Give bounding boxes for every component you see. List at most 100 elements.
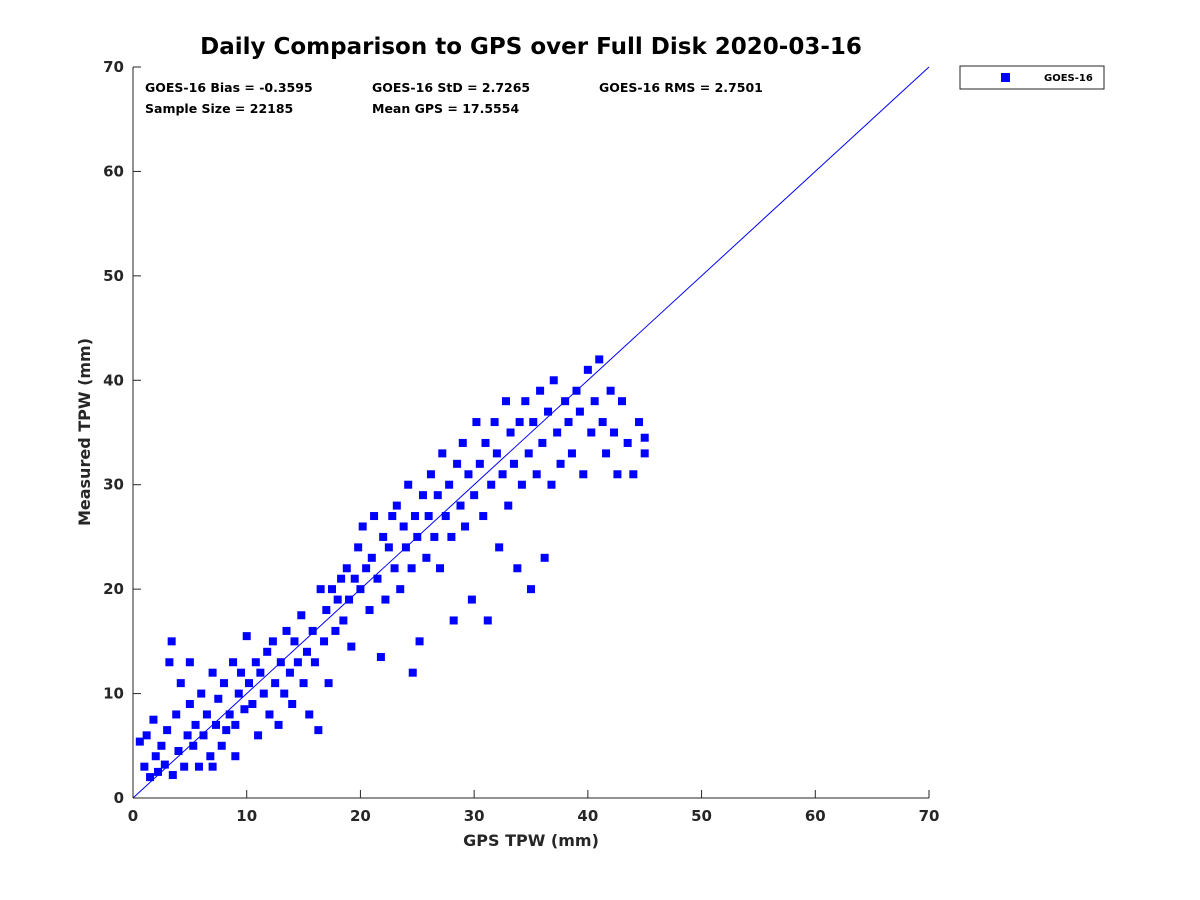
data-point <box>365 606 374 615</box>
y-tick-label: 70 <box>103 58 124 76</box>
data-point <box>331 626 340 635</box>
data-point <box>324 679 333 688</box>
data-point <box>595 355 604 364</box>
data-point <box>259 689 268 698</box>
data-point <box>347 642 356 651</box>
data-point <box>191 720 200 729</box>
data-point <box>163 726 172 735</box>
data-point <box>509 459 518 468</box>
data-point <box>424 512 433 521</box>
data-point <box>506 428 515 437</box>
data-point <box>590 397 599 406</box>
data-points <box>135 355 649 782</box>
data-point <box>342 564 351 573</box>
data-point <box>288 700 297 709</box>
x-axis-label: GPS TPW (mm) <box>463 831 599 850</box>
data-point <box>598 418 607 427</box>
y-tick-label: 0 <box>114 789 124 807</box>
data-point <box>623 438 632 447</box>
stat-mean-gps: Mean GPS = 17.5554 <box>372 101 519 116</box>
data-point <box>579 470 588 479</box>
data-point <box>208 762 217 771</box>
x-tick-label: 30 <box>464 807 485 825</box>
data-point <box>274 720 283 729</box>
data-point <box>160 760 169 769</box>
data-point <box>358 522 367 531</box>
data-point <box>172 710 181 719</box>
data-point <box>206 752 215 761</box>
data-point <box>479 512 488 521</box>
y-tick-label: 10 <box>103 685 124 703</box>
data-point <box>458 438 467 447</box>
data-point <box>564 418 573 427</box>
data-point <box>532 470 541 479</box>
data-point <box>157 741 166 750</box>
data-point <box>575 407 584 416</box>
data-point <box>501 397 510 406</box>
x-tick-label: 10 <box>236 807 257 825</box>
data-point <box>174 747 183 756</box>
data-point <box>168 771 177 780</box>
data-point <box>290 637 299 646</box>
data-point <box>540 553 549 562</box>
data-point <box>142 731 151 740</box>
legend-box <box>959 65 1105 90</box>
data-point <box>408 668 417 677</box>
data-point <box>149 715 158 724</box>
y-tick-label: 60 <box>103 162 124 180</box>
data-point <box>302 647 311 656</box>
data-point <box>613 470 622 479</box>
data-point <box>472 418 481 427</box>
data-point <box>464 470 473 479</box>
data-point <box>219 679 228 688</box>
data-point <box>237 668 246 677</box>
data-point <box>154 767 163 776</box>
legend: GOES-16 <box>959 65 1105 90</box>
data-point <box>362 564 371 573</box>
data-point <box>367 553 376 562</box>
stat-std: GOES-16 StD = 2.7265 <box>372 80 530 95</box>
data-point <box>197 689 206 698</box>
data-point <box>176 679 185 688</box>
data-point <box>165 658 174 667</box>
data-point <box>415 637 424 646</box>
data-point <box>285 668 294 677</box>
data-point <box>527 585 535 594</box>
data-point <box>517 480 526 489</box>
data-point <box>254 731 263 740</box>
data-point <box>390 564 399 573</box>
data-point <box>231 752 240 761</box>
data-point <box>373 574 382 583</box>
stat-bias: GOES-16 Bias = -0.3595 <box>145 80 313 95</box>
data-point <box>515 418 524 427</box>
data-point <box>606 386 615 395</box>
data-point <box>447 532 456 541</box>
data-point <box>553 428 562 437</box>
data-point <box>217 741 226 750</box>
data-point <box>529 418 538 427</box>
data-point <box>547 480 556 489</box>
data-point <box>418 491 427 500</box>
data-point <box>411 512 420 521</box>
data-point <box>212 720 221 729</box>
one-to-one-line <box>132 66 930 799</box>
data-point <box>475 459 484 468</box>
data-point <box>183 731 192 740</box>
data-point <box>339 616 348 625</box>
data-point <box>583 365 592 374</box>
data-point <box>436 564 445 573</box>
data-point <box>240 705 249 714</box>
data-point <box>146 773 155 782</box>
data-point <box>384 543 393 552</box>
data-point <box>322 606 331 615</box>
data-point <box>370 512 379 521</box>
data-point <box>456 501 465 510</box>
data-point <box>222 726 231 735</box>
data-point <box>202 710 211 719</box>
data-point <box>426 470 435 479</box>
data-point <box>151 752 160 761</box>
y-axis-label: Measured TPW (mm) <box>75 338 94 526</box>
data-point <box>376 653 385 662</box>
y-tick-label: 50 <box>103 267 124 285</box>
